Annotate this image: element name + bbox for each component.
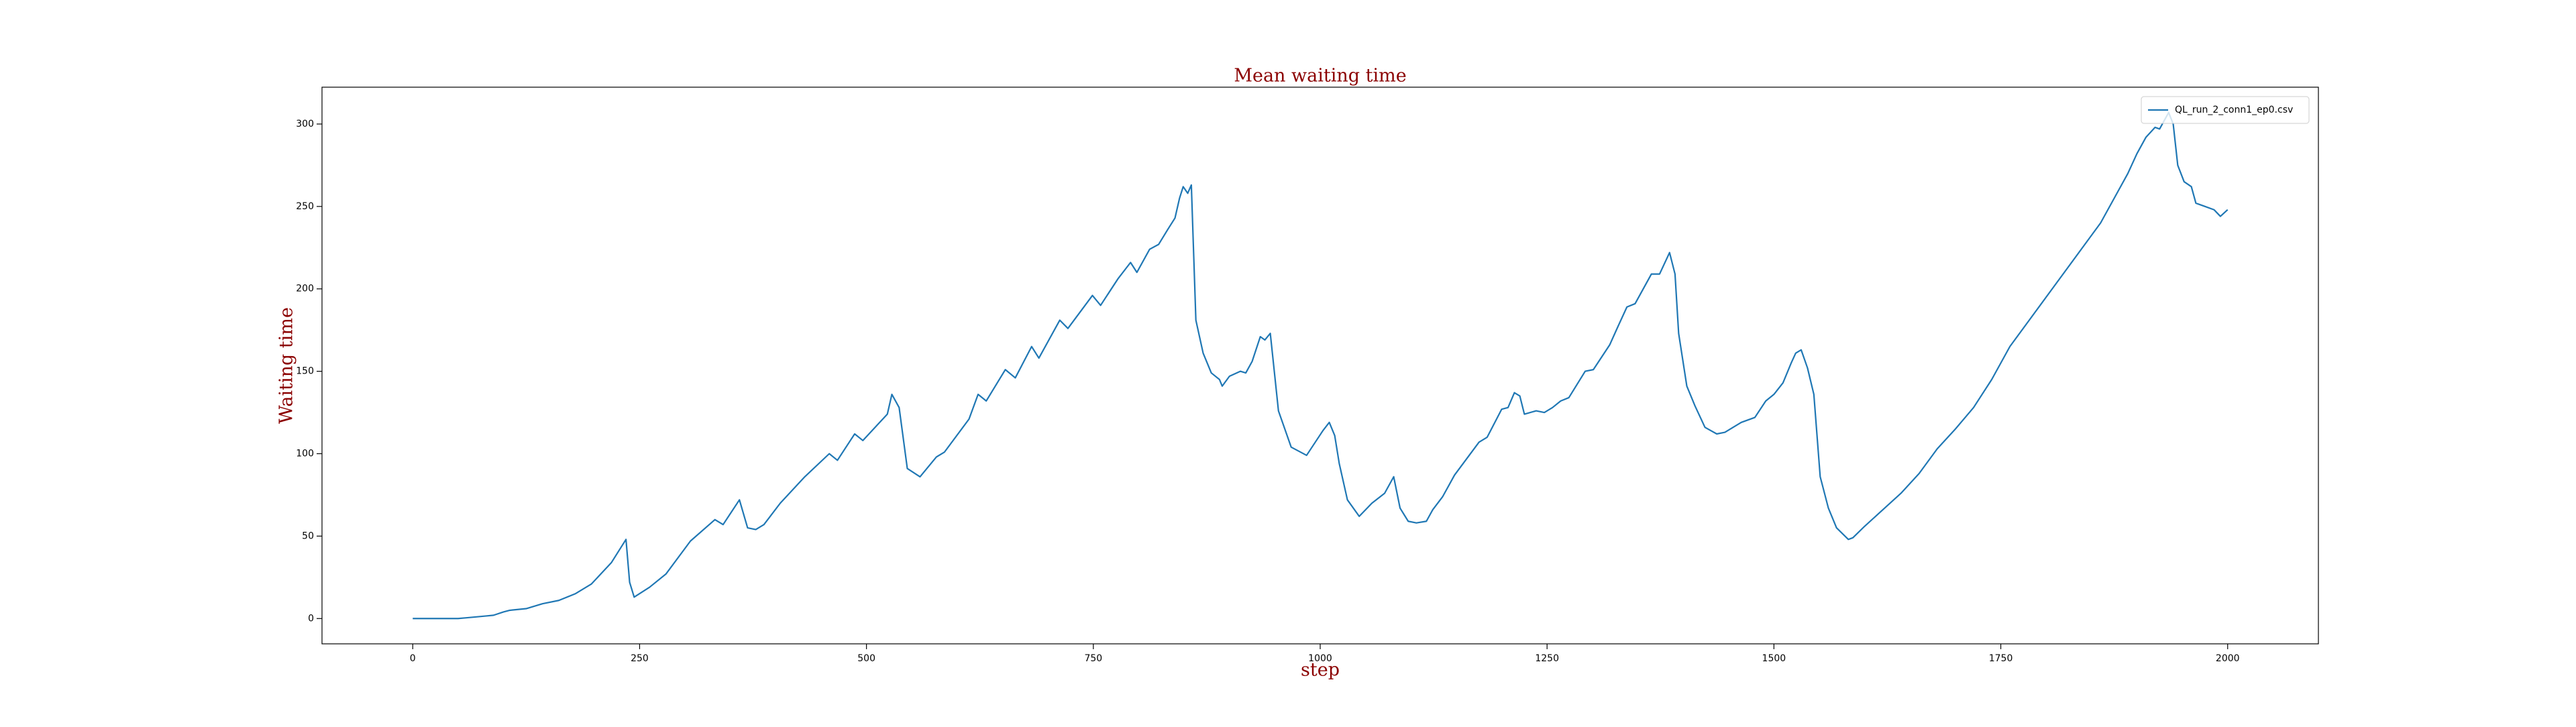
y-tick-label: 50	[302, 530, 314, 541]
y-tick-label: 150	[296, 366, 314, 377]
legend-label: QL_run_2_conn1_ep0.csv	[2175, 105, 2293, 115]
x-tick-label: 2000	[2216, 653, 2240, 664]
x-tick-label: 1250	[1535, 653, 1559, 664]
y-tick-label: 100	[296, 448, 314, 459]
x-axis-label: step	[1301, 660, 1340, 681]
x-tick-label: 0	[410, 653, 416, 664]
x-tick-label: 500	[857, 653, 875, 664]
y-tick-label: 300	[296, 119, 314, 129]
x-tick-label: 1500	[1762, 653, 1786, 664]
x-tick-label: 750	[1084, 653, 1102, 664]
y-tick-label: 200	[296, 284, 314, 294]
y-tick-label: 250	[296, 201, 314, 212]
x-tick-label: 1000	[1308, 653, 1332, 664]
x-tick-label: 1750	[1989, 653, 2013, 664]
x-tick-label: 250	[631, 653, 649, 664]
y-axis-label: Waiting time	[276, 307, 297, 424]
y-tick-label: 0	[308, 613, 314, 624]
data-line	[413, 111, 2229, 620]
axes-frame	[321, 87, 2319, 645]
chart-title: Mean waiting time	[1234, 66, 1406, 87]
legend-box	[2141, 96, 2310, 124]
